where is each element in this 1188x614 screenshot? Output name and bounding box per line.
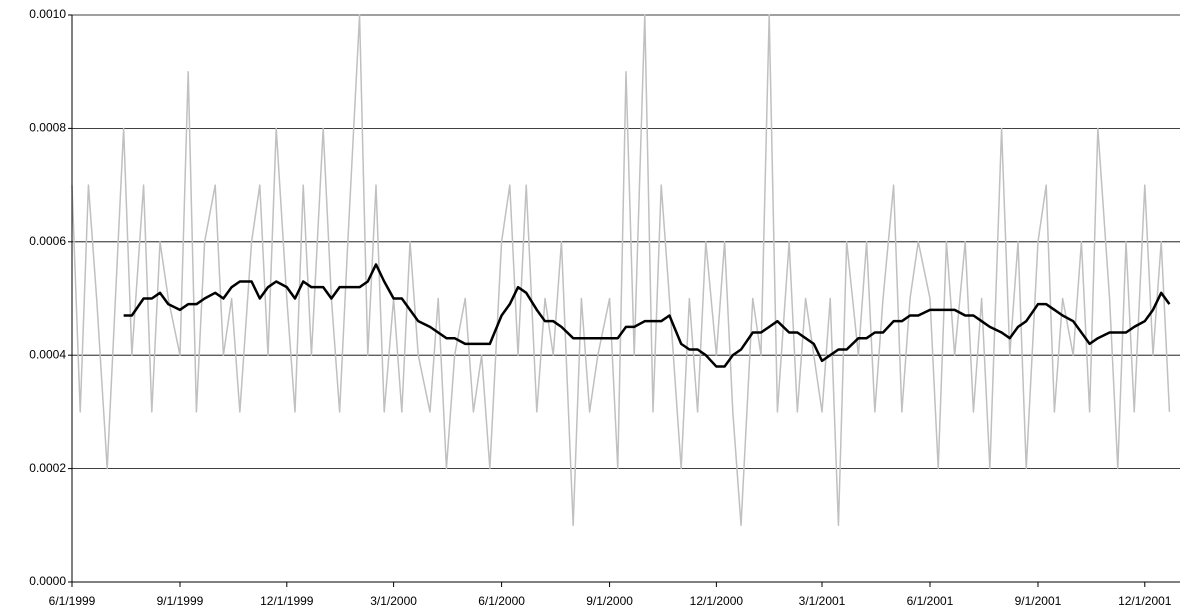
series-line	[123, 263, 1171, 368]
x-tick-label: 12/1/2001	[1118, 594, 1172, 608]
x-tick-label: 12/1/1999	[260, 594, 314, 608]
y-tick-label: 0.0002	[29, 461, 66, 475]
x-tick-label: 6/1/1999	[49, 594, 96, 608]
x-tick-label: 3/1/2000	[370, 594, 417, 608]
y-tick-label: 0.0006	[29, 234, 66, 248]
x-tick-label: 3/1/2001	[799, 594, 846, 608]
x-tick-label: 9/1/2001	[1015, 594, 1062, 608]
x-tick-label: 6/1/2001	[907, 594, 954, 608]
x-tick-label: 9/1/1999	[157, 594, 204, 608]
y-tick-label: 0.0000	[29, 574, 66, 588]
x-tick-label: 9/1/2000	[586, 594, 633, 608]
y-tick-label: 0.0010	[29, 7, 66, 21]
y-tick-label: 0.0004	[29, 347, 66, 361]
x-tick-label: 6/1/2000	[478, 594, 525, 608]
series-line	[71, 14, 1171, 527]
x-tick-label: 12/1/2000	[690, 594, 744, 608]
y-tick-label: 0.0008	[29, 121, 66, 135]
